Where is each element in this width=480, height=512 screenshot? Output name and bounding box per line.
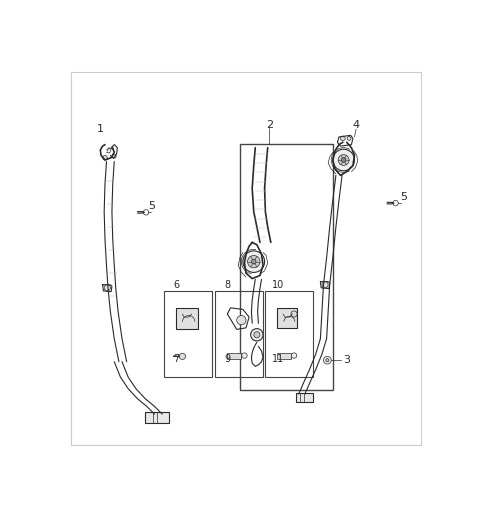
Circle shape [252,260,256,264]
Circle shape [322,282,328,288]
Circle shape [291,311,297,317]
Circle shape [324,356,331,364]
Circle shape [341,158,346,162]
Bar [277,352,291,359]
Bar [164,291,212,377]
Circle shape [347,137,351,140]
Text: 2: 2 [266,120,273,130]
Circle shape [251,329,263,341]
Bar [145,412,168,422]
Circle shape [333,149,355,171]
Circle shape [243,251,264,272]
Bar [296,393,312,402]
Text: 11: 11 [273,354,285,364]
Circle shape [237,315,246,325]
Circle shape [338,155,349,165]
Bar [215,291,263,377]
Text: 7: 7 [173,354,180,364]
Circle shape [291,353,297,358]
Text: 8: 8 [224,280,230,290]
Text: 5: 5 [401,192,408,202]
Circle shape [248,255,260,268]
Circle shape [242,353,247,358]
Circle shape [104,285,110,291]
Bar [240,144,333,390]
Text: 10: 10 [273,280,285,290]
Text: 1: 1 [97,124,104,134]
Text: 6: 6 [173,280,180,290]
Circle shape [112,154,116,158]
Bar [277,308,297,328]
Circle shape [326,359,329,362]
Bar [264,291,312,377]
Text: 9: 9 [224,354,230,364]
Circle shape [340,136,345,141]
Text: 4: 4 [352,120,360,130]
Text: 3: 3 [343,355,350,365]
Circle shape [254,332,260,338]
Circle shape [103,155,107,160]
Bar [228,352,241,359]
Circle shape [180,353,186,359]
Bar [176,308,198,329]
Text: 5: 5 [148,201,155,211]
